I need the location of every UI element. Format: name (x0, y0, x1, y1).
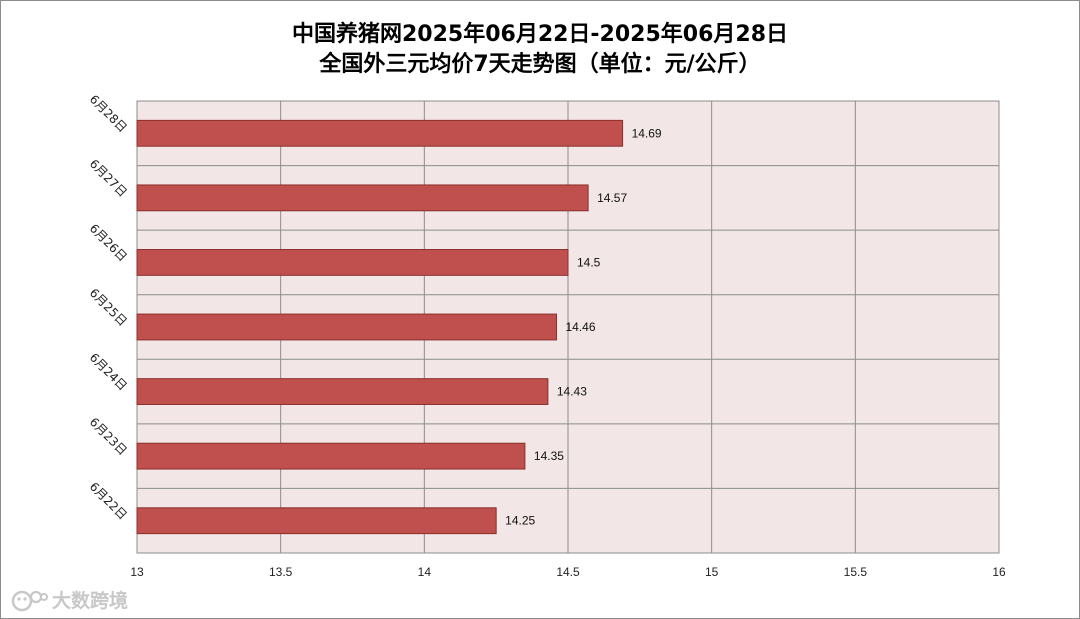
y-category-label: 6月26日 (87, 221, 130, 264)
x-tick-label: 16 (992, 565, 1006, 579)
y-category-label: 6月25日 (87, 286, 130, 329)
bar (136, 442, 526, 470)
x-tick-label: 14 (418, 565, 432, 579)
y-category-label: 6月27日 (87, 157, 130, 200)
data-label: 14.43 (557, 385, 587, 399)
bar (136, 184, 589, 212)
bar (136, 119, 624, 147)
y-category-label: 6月23日 (87, 415, 130, 458)
x-tick-label: 13 (130, 565, 144, 579)
bar (136, 378, 549, 405)
y-category-label: 6月28日 (87, 92, 130, 135)
data-label: 14.46 (566, 320, 596, 334)
watermark: 大数跨境 (10, 586, 128, 613)
chart-title: 中国养猪网2025年06月22日-2025年06月28日 全国外三元均价7天走势… (0, 20, 1080, 80)
y-category-label: 6月24日 (87, 350, 130, 393)
data-label: 14.69 (632, 126, 662, 140)
data-label: 14.5 (577, 255, 601, 269)
x-tick-label: 14.5 (556, 565, 580, 579)
x-tick-label: 15.5 (844, 565, 868, 579)
watermark-text: 大数跨境 (52, 590, 129, 612)
x-tick-label: 13.5 (269, 565, 293, 579)
bar (136, 313, 558, 341)
data-label: 14.57 (597, 191, 627, 205)
chart-title-line-1: 中国养猪网2025年06月22日-2025年06月28日 (291, 22, 789, 47)
x-tick-label: 15 (705, 565, 719, 579)
data-label: 14.35 (534, 449, 564, 463)
bar (136, 249, 569, 276)
y-category-label: 6月22日 (87, 479, 130, 522)
bar (136, 507, 497, 535)
cartoon-face-icon (11, 590, 48, 611)
chart-title-line-2: 全国外三元均价7天走势图（单位：元/公斤） (319, 52, 761, 77)
data-label: 14.25 (505, 514, 535, 528)
